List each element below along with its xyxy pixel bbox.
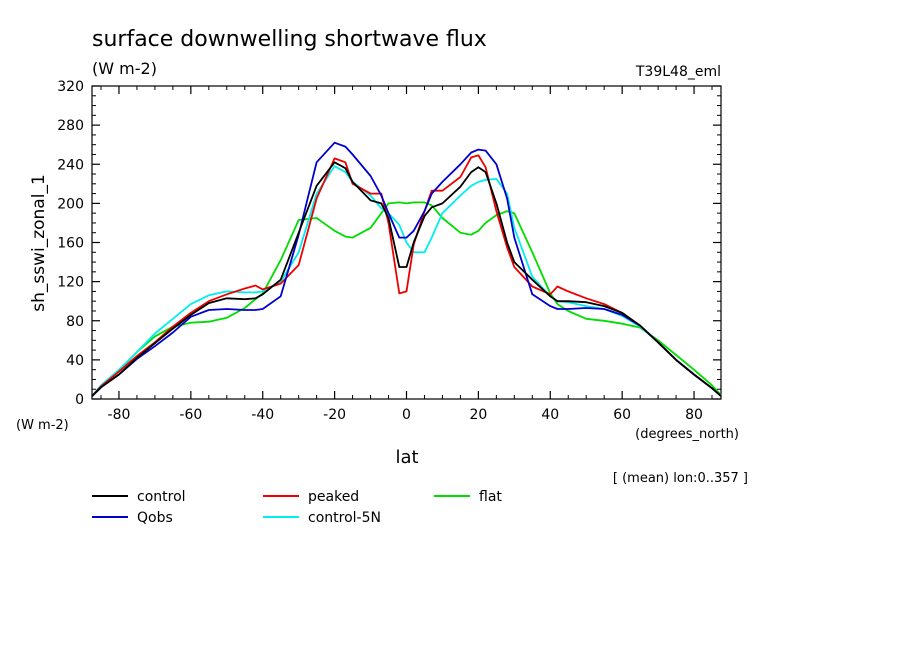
x-tick-label: -80 [108,407,131,423]
series-lines [91,141,722,397]
y-axis-units: (W m-2) [16,418,69,433]
legend-label-Qobs: Qobs [137,510,173,526]
x-tick-label: 40 [541,407,559,423]
legend-label-control-5N: control-5N [308,510,381,526]
axis-ticks [92,85,721,400]
y-tick-label: 80 [66,314,84,330]
y-tick-labels: 0 40 80 120 160 200 240 280 320 [57,79,84,408]
y-tick-label: 160 [57,236,84,252]
experiment-tag: T39L48_eml [635,64,721,80]
x-tick-label: 20 [469,407,487,423]
series-line-flat [91,201,722,397]
y-tick-label: 240 [57,157,84,173]
series-line-control-5N [91,165,722,397]
x-axis-label: lat [395,447,418,468]
legend: control peaked flat Qobs control-5N [92,489,502,526]
series-line-Qobs [91,141,722,397]
chart-title: surface downwelling shortwave flux [92,27,487,52]
legend-label-control: control [137,489,186,505]
chart-title-units: (W m-2) [92,59,157,78]
y-tick-label: 200 [57,196,84,212]
x-tick-label: 60 [613,407,631,423]
y-tick-label: 40 [66,353,84,369]
y-tick-label: 280 [57,118,84,134]
legend-label-flat: flat [479,489,502,505]
x-tick-label: -60 [179,407,202,423]
averaging-note: [ (mean) lon:0..357 ] [613,471,748,486]
series-line-control [91,161,722,397]
y-tick-label: 0 [75,392,84,408]
y-tick-label: 120 [57,275,84,291]
x-tick-label: 0 [402,407,411,423]
x-tick-label: -20 [323,407,346,423]
legend-label-peaked: peaked [308,489,359,505]
y-tick-label: 320 [57,79,84,95]
x-tick-label: 80 [685,407,703,423]
y-axis-label: sh_sswi_zonal_1 [29,174,49,312]
x-tick-labels: -80 -60 -40 -20 0 20 40 60 80 [108,407,703,423]
x-axis-units: (degrees_north) [635,427,739,442]
x-tick-label: -40 [251,407,274,423]
